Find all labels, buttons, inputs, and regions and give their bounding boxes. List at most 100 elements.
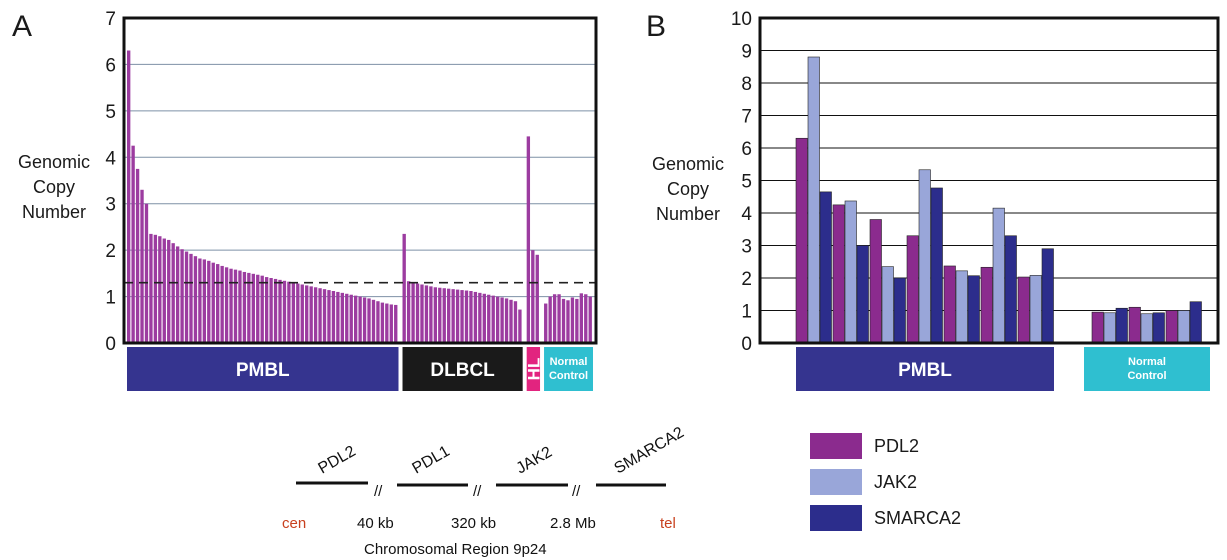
legend-item-jak2: JAK2 — [810, 469, 917, 495]
bar — [184, 251, 189, 343]
bar — [570, 297, 575, 343]
bar — [1017, 276, 1030, 344]
group-label-box — [796, 347, 1054, 391]
bar — [500, 297, 504, 343]
bar — [442, 288, 446, 343]
y-tick-label: 0 — [741, 334, 752, 355]
bar — [495, 296, 500, 343]
bar — [305, 285, 309, 343]
group-label-box — [544, 347, 593, 391]
bar — [385, 303, 389, 343]
bar — [224, 267, 229, 343]
bar — [180, 249, 184, 343]
bar — [358, 296, 362, 343]
bar — [795, 137, 808, 344]
bar — [588, 296, 592, 343]
bar — [238, 270, 242, 343]
bar — [251, 273, 255, 343]
bar — [127, 50, 131, 343]
bar — [881, 266, 894, 344]
bar — [327, 290, 331, 343]
bar — [144, 203, 149, 343]
panel-b-chart: 0 1 2 3 4 5 6 7 8 9 10 PMBL Normal Control — [731, 9, 1220, 391]
bar — [1103, 312, 1116, 344]
bar — [198, 258, 202, 343]
bar — [869, 219, 882, 344]
bar — [464, 290, 469, 343]
bar — [557, 294, 561, 343]
bar — [309, 286, 313, 343]
bar — [504, 298, 509, 343]
bar — [451, 289, 455, 343]
bar — [380, 302, 385, 343]
bar — [193, 256, 198, 343]
bar — [548, 296, 552, 343]
bar — [149, 233, 153, 343]
bar — [140, 189, 144, 343]
bar — [233, 269, 238, 343]
bar — [509, 299, 513, 343]
bar — [371, 299, 376, 343]
bar — [1029, 275, 1042, 344]
bar — [579, 293, 583, 343]
bar — [322, 289, 327, 343]
y-tick-label: 4 — [741, 204, 752, 225]
ylabel-line: Genomic — [17, 152, 91, 172]
bar — [856, 245, 869, 344]
bar — [278, 279, 282, 343]
bar — [135, 168, 140, 343]
bar — [256, 274, 260, 343]
bar — [893, 277, 906, 344]
bar — [943, 265, 956, 344]
ylabel-line: Copy — [32, 177, 76, 197]
bar — [171, 243, 175, 343]
bar — [832, 204, 845, 344]
bar — [291, 282, 296, 343]
bar — [544, 303, 548, 343]
bar — [411, 282, 415, 343]
bar — [336, 291, 340, 343]
y-tick-label: 6 — [741, 139, 752, 160]
distance-label: 320 kb — [451, 515, 496, 532]
bar — [242, 271, 247, 343]
y-tick-label: 2 — [105, 241, 116, 262]
distance-label: 40 kb — [357, 515, 394, 532]
bar — [1140, 313, 1153, 344]
group-label: PMBL — [236, 360, 290, 381]
y-tick-label: 3 — [741, 237, 752, 258]
gene-label-smarca2: SMARCA2 — [612, 424, 688, 477]
plot-frame — [122, 16, 598, 345]
bar — [487, 294, 491, 343]
bar — [967, 275, 980, 344]
bar — [433, 287, 438, 343]
bar — [189, 253, 193, 343]
bar — [526, 136, 531, 343]
bar — [260, 275, 264, 343]
bar — [162, 238, 166, 343]
bar — [1115, 307, 1128, 344]
y-tick-label: 10 — [731, 9, 752, 30]
bar — [1177, 310, 1190, 344]
bar — [447, 288, 451, 343]
bar — [1004, 235, 1017, 344]
bar — [420, 284, 424, 343]
group-label: DLBCL — [430, 360, 495, 381]
bar — [552, 294, 557, 343]
bar — [1091, 311, 1104, 344]
bar — [807, 56, 820, 344]
y-tick-label: 1 — [741, 302, 752, 323]
bar — [918, 169, 931, 344]
bar — [819, 191, 832, 344]
bar — [561, 298, 566, 343]
group-label: PMBL — [898, 360, 952, 381]
bar — [478, 292, 482, 343]
bar — [482, 293, 486, 343]
y-tick-label: 5 — [741, 172, 752, 193]
bar — [158, 236, 162, 343]
y-tick-label: 4 — [105, 148, 116, 169]
bar — [349, 294, 353, 343]
bar — [980, 266, 993, 344]
bar — [287, 281, 291, 343]
y-tick-label: 2 — [741, 269, 752, 290]
bar — [406, 281, 411, 343]
